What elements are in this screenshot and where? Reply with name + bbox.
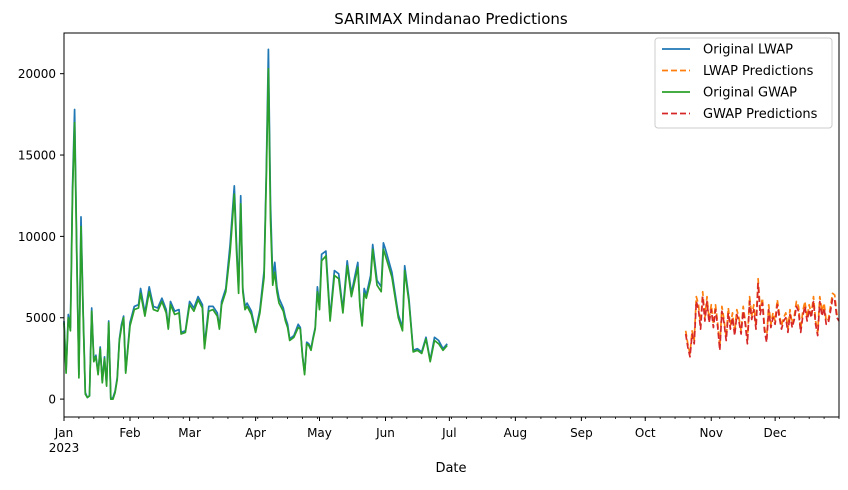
y-tick-label: 15000 [18,149,56,163]
chart-title: SARIMAX Mindanao Predictions [334,10,568,28]
x-tick-label: Mar [178,426,201,440]
series-line-lwap-predictions [684,277,840,355]
y-tick-label: 5000 [25,311,56,325]
x-tick-label: Sep [570,426,593,440]
legend-label: GWAP Predictions [703,107,818,122]
x-tick-label: Aug [504,426,527,440]
series-line-original-gwap [63,67,448,400]
x-tick-label: Oct [635,426,656,440]
x-tick-label: Nov [700,426,723,440]
y-tick-label: 10000 [18,230,56,244]
legend-label: Original GWAP [703,86,797,101]
legend-label: LWAP Predictions [703,64,814,79]
x-tick-label: May [307,426,332,440]
x-tick-label: Feb [119,426,140,440]
legend-label: Original LWAP [703,43,793,58]
x-tick-label: Jul [441,426,456,440]
series-lines [63,48,840,400]
y-axis: 0 5000 10000 15000 20000 [18,67,64,407]
x-tick-sublabel: 2023 [49,441,80,455]
x-tick-label: Jan [54,426,74,440]
x-axis-label: Date [435,461,466,476]
y-tick-label: 20000 [18,67,56,81]
x-tick-label: Apr [245,426,266,440]
x-tick-label: Jun [375,426,395,440]
x-tick-label: Dec [764,426,787,440]
legend: Original LWAP LWAP Predictions Original GW… [654,37,833,129]
y-tick-label: 0 [48,393,56,407]
series-line-gwap-predictions [684,282,840,358]
legend-box [654,37,833,129]
